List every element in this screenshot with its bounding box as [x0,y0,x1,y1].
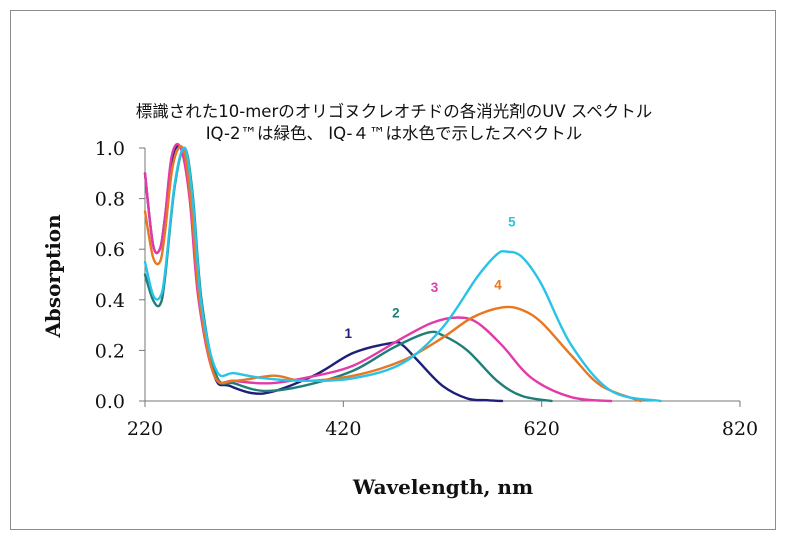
y-tick-label: 0.2 [95,340,125,362]
y-tick-label: 0.4 [95,290,125,312]
series-label-4: 4 [494,278,502,293]
chart-title: 標識された10-merのオリゴヌクレオチドの各消光剤のUV スペクトル [135,102,653,121]
series-label-5: 5 [508,214,516,229]
series-line-3 [143,142,613,403]
x-tick-label: 620 [524,418,560,440]
series-label-3: 3 [431,280,439,295]
series-labels: 1 2 3 4 5 [345,214,517,340]
series-label-1: 1 [345,326,353,341]
series-line-2 [143,146,553,403]
series-label-2: 2 [392,306,400,321]
x-axis-title: Wavelength, nm [352,475,533,499]
series-lines [143,142,662,403]
y-axis-title: Absorption [41,214,65,339]
x-tick-label: 420 [325,418,361,440]
y-tick-label: 0.6 [95,239,125,261]
x-tick-label: 220 [127,418,163,440]
y-tick-label: 0.0 [95,391,125,413]
chart-subtitle: IQ-2™は緑色、 IQ-４™は水色で示したスペクトル [205,124,583,143]
series-line-4 [143,145,642,403]
axes: 220 420 620 820 0.0 0.2 0.4 0.6 0.8 1.0 [95,138,758,440]
x-tick-label: 820 [722,418,758,440]
chart-frame [10,10,776,530]
y-tick-label: 0.8 [95,189,125,211]
y-tick-label: 1.0 [95,138,125,160]
series-line-5 [143,146,662,403]
